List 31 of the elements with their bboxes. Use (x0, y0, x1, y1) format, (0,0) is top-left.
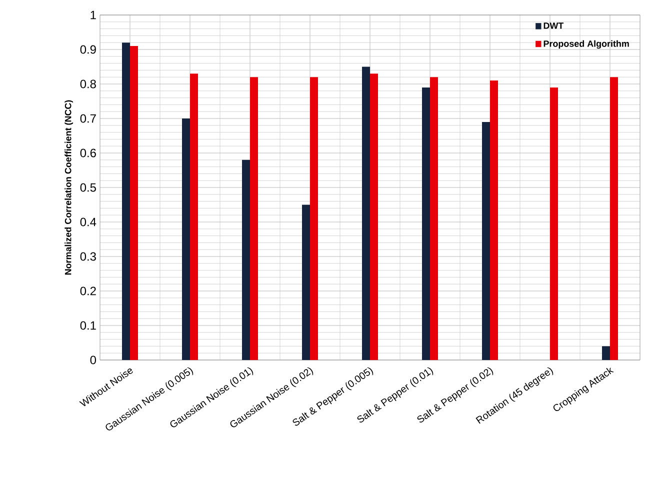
bar (550, 87, 558, 360)
legend-label: Proposed Algorithm (544, 40, 629, 49)
bar (190, 74, 198, 360)
bar (430, 77, 438, 360)
bar (122, 42, 130, 360)
y-tick-label: 0.4 (80, 218, 96, 226)
bar (422, 87, 430, 360)
bar (250, 77, 258, 360)
y-tick-label: 1 (90, 10, 96, 20)
bar (490, 80, 498, 360)
y-axis-title: Normalized Correlation Coefficient (NCC) (64, 100, 74, 275)
bar (310, 77, 318, 360)
y-tick-label: 0 (90, 356, 96, 364)
bar (242, 160, 250, 360)
y-tick-label: 0.8 (80, 80, 96, 88)
bar (182, 118, 190, 360)
bar (362, 66, 370, 360)
legend-label: DWT (544, 22, 564, 29)
y-tick-label: 0.3 (80, 252, 96, 261)
y-tick-label: 0.2 (80, 286, 96, 296)
bar (370, 74, 378, 360)
y-tick-label: 0.5 (80, 183, 96, 192)
y-tick-label: 0.9 (80, 45, 96, 54)
y-tick-label: 0.6 (80, 148, 96, 158)
bar (482, 122, 490, 360)
bar (610, 77, 618, 360)
bar (302, 204, 310, 360)
y-tick-label: 0.7 (80, 114, 96, 123)
bar (602, 346, 610, 360)
y-tick-label: 0.1 (80, 321, 96, 330)
bar (130, 46, 138, 360)
